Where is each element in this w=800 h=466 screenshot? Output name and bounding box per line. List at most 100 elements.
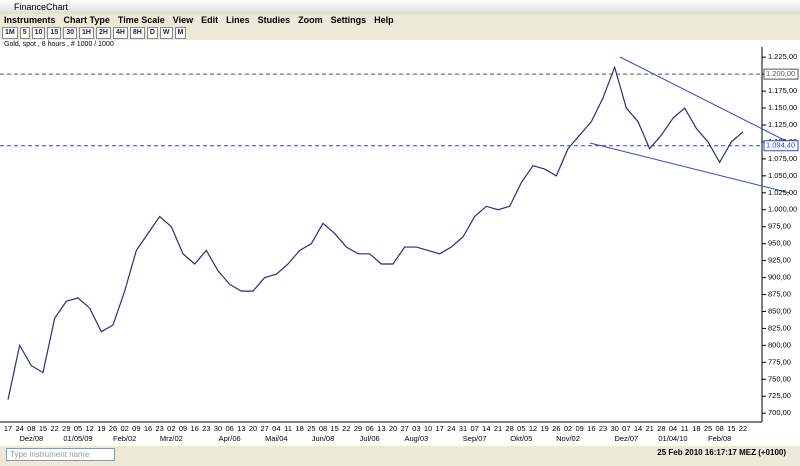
y-tick-label: 1.150,00 [768, 103, 797, 112]
timeframe-button[interactable]: 1M [2, 27, 18, 39]
x-tick-label: 09 [132, 424, 140, 433]
x-tick-label: 28 [657, 424, 665, 433]
x-tick-label: 15 [330, 424, 338, 433]
x-tick-label: 04 [669, 424, 677, 433]
timeframe-button[interactable]: 1H [79, 27, 94, 39]
trend-line [619, 56, 791, 144]
chart-background [0, 40, 800, 446]
y-tick-label: 1.000,00 [768, 205, 797, 214]
x-tick-label: 22 [739, 424, 747, 433]
x-tick-label: 25 [704, 424, 712, 433]
x-tick-label: 02 [167, 424, 175, 433]
x-tick-label: 15 [727, 424, 735, 433]
x-tick-label: 14 [634, 424, 642, 433]
y-tick-label: 775,00 [768, 357, 791, 366]
timeframe-button[interactable]: 10 [31, 27, 46, 39]
timeframe-button[interactable]: D [146, 27, 158, 39]
timeframe-button[interactable]: 5 [19, 27, 30, 39]
x-month-label: Dez/08 [19, 434, 43, 443]
y-tick-label: 1.225,00 [768, 52, 797, 61]
x-tick-label: 29 [354, 424, 362, 433]
x-tick-label: 02 [120, 424, 128, 433]
timeframe-button[interactable]: W [159, 27, 173, 39]
x-month-label: Nov/02 [556, 434, 580, 443]
x-tick-label: 21 [645, 424, 653, 433]
chart-subtitle: Gold, spot , 8 hours , # 1000 / 1000 [4, 41, 114, 48]
x-month-label: Jun/08 [312, 434, 335, 443]
menu-item[interactable]: Instruments [4, 15, 56, 25]
y-tick-label: 825,00 [768, 323, 791, 332]
timeframe-button[interactable]: 15 [47, 27, 62, 39]
x-tick-label: 26 [109, 424, 117, 433]
x-tick-label: 12 [529, 424, 537, 433]
x-tick-label: 16 [587, 424, 595, 433]
y-tick-label: 1.050,00 [768, 171, 797, 180]
reference-label-box [763, 68, 799, 80]
x-tick-label: 28 [505, 424, 513, 433]
x-tick-label: 06 [365, 424, 373, 433]
price-line [7, 65, 744, 400]
x-tick-label: 05 [517, 424, 525, 433]
x-tick-label: 23 [155, 424, 163, 433]
y-tick-label: 900,00 [768, 273, 791, 282]
x-tick-label: 18 [692, 424, 700, 433]
y-tick-label: 850,00 [768, 306, 791, 315]
x-month-label: Mai/04 [265, 434, 288, 443]
x-month-label: Okt/05 [510, 434, 532, 443]
x-tick-label: 27 [260, 424, 268, 433]
x-tick-label: 13 [377, 424, 385, 433]
x-tick-label: 16 [144, 424, 152, 433]
status-bar: Type instrument name 25 Feb 2010 16:17:1… [0, 446, 800, 466]
timeframe-button[interactable]: 8H [129, 27, 145, 39]
x-month-label: Sep/07 [463, 434, 487, 443]
menu-item[interactable]: Edit [201, 15, 219, 25]
y-tick-label: 750,00 [768, 374, 791, 383]
y-tick-label: 975,00 [768, 222, 791, 231]
x-tick-label: 18 [295, 424, 303, 433]
x-month-label: Feb/08 [708, 434, 731, 443]
menu-item[interactable]: Lines [226, 15, 250, 25]
menu-item[interactable]: View [172, 15, 194, 25]
x-tick-label: 17 [435, 424, 443, 433]
x-tick-label: 05 [74, 424, 82, 433]
timeframe-button[interactable]: M [174, 27, 187, 39]
x-tick-label: 20 [389, 424, 397, 433]
menu-item[interactable]: Settings [330, 15, 367, 25]
timeframe-button[interactable]: 30 [63, 27, 78, 39]
x-tick-label: 19 [97, 424, 105, 433]
x-tick-label: 30 [610, 424, 618, 433]
y-tick-label: 950,00 [768, 239, 791, 248]
timeframe-button[interactable]: 2H [95, 27, 111, 39]
chart: Gold, spot , 8 hours , # 1000 / 1000 700… [0, 40, 800, 446]
x-tick-label: 11 [284, 424, 292, 433]
x-tick-label: 04 [272, 424, 280, 433]
instrument-search[interactable]: Type instrument name [6, 448, 115, 461]
reference-label: 1.200,00 [766, 69, 795, 78]
x-tick-label: 13 [237, 424, 245, 433]
menu-item[interactable]: Time Scale [117, 15, 165, 25]
y-tick-label: 800,00 [768, 340, 791, 349]
x-tick-label: 07 [470, 424, 478, 433]
trend-line [589, 142, 791, 194]
y-tick-label: 1.175,00 [768, 86, 797, 95]
x-month-label: 01/05/09 [63, 434, 92, 443]
x-tick-label: 06 [225, 424, 233, 433]
x-tick-label: 23 [599, 424, 607, 433]
title-bar: FinanceChart [0, 0, 800, 14]
reference-label-box [763, 140, 799, 152]
y-tick-label: 1.125,00 [768, 120, 797, 129]
timeframe-button[interactable]: 4H [112, 27, 128, 39]
x-month-label: Feb/02 [113, 434, 136, 443]
menu-item[interactable]: Zoom [298, 15, 323, 25]
menu-item[interactable]: Studies [257, 15, 291, 25]
menu-item[interactable]: Help [374, 15, 394, 25]
x-month-label: 01/04/10 [658, 434, 687, 443]
menu-item[interactable]: Chart Type [63, 15, 110, 25]
x-tick-label: 02 [564, 424, 572, 433]
x-month-label: Aug/03 [404, 434, 428, 443]
x-tick-label: 08 [27, 424, 35, 433]
x-tick-label: 03 [412, 424, 420, 433]
x-month-label: Jul/06 [360, 434, 380, 443]
x-tick-label: 19 [540, 424, 548, 433]
